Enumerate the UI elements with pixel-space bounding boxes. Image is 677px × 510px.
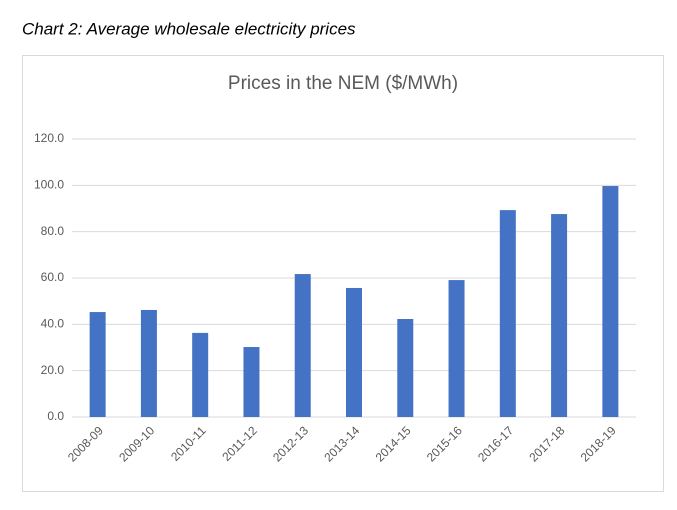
y-tick-label: 60.0	[41, 270, 65, 284]
bar	[192, 332, 209, 417]
y-tick-label: 120.0	[34, 131, 64, 145]
y-tick-label: 20.0	[41, 363, 65, 377]
y-tick-label: 100.0	[34, 178, 64, 192]
bar	[551, 214, 568, 417]
y-tick-label: 0.0	[47, 409, 64, 423]
bar	[448, 280, 465, 417]
chart-title: Prices in the NEM ($/MWh)	[228, 73, 458, 94]
bar	[294, 274, 311, 417]
y-tick-label: 40.0	[41, 317, 65, 331]
bar	[89, 312, 106, 417]
bar	[140, 309, 157, 417]
bar	[346, 287, 362, 417]
bar	[602, 186, 619, 417]
caption: Chart 2: Average wholesale electricity p…	[22, 19, 356, 38]
chart-frame	[22, 55, 664, 492]
bar	[499, 210, 516, 417]
bar	[243, 347, 260, 417]
bar	[397, 319, 414, 417]
y-tick-label: 80.0	[41, 224, 65, 238]
